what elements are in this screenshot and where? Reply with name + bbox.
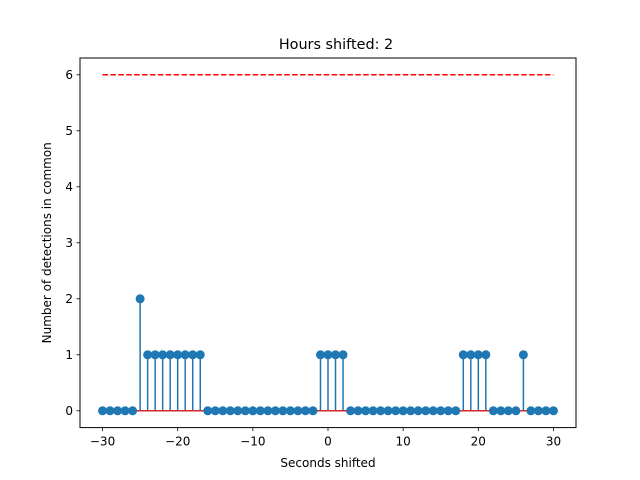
- chart-title: Hours shifted: 2: [279, 37, 393, 53]
- stem-marker: [195, 350, 205, 360]
- y-tick-label: 0: [65, 404, 73, 418]
- stem-marker: [421, 406, 431, 416]
- stem-marker: [451, 406, 461, 416]
- stem-marker: [255, 406, 265, 416]
- y-axis: 0 1 2 3 4 5 6: [65, 68, 80, 418]
- stem-marker: [541, 406, 551, 416]
- stem-marker: [548, 406, 558, 416]
- stem-marker: [398, 406, 408, 416]
- stem-marker: [391, 406, 401, 416]
- y-tick-label: 5: [65, 124, 73, 138]
- stem-marker: [481, 350, 491, 360]
- stem-marker: [511, 406, 521, 416]
- stem-marker: [443, 406, 453, 416]
- stem-marker: [203, 406, 213, 416]
- stem-marker: [346, 406, 356, 416]
- stem-marker: [135, 294, 145, 304]
- stem-marker: [488, 406, 498, 416]
- x-tick-label: 10: [396, 435, 411, 449]
- stem-marker: [278, 406, 288, 416]
- y-axis-label: Number of detections in common: [40, 142, 54, 343]
- stem-marker: [143, 350, 153, 360]
- x-tick-label: 20: [471, 435, 486, 449]
- stem-marker: [383, 406, 393, 416]
- stem-marker: [406, 406, 416, 416]
- stem-marker: [323, 350, 333, 360]
- y-tick-label: 6: [65, 68, 73, 82]
- stem-marker: [270, 406, 280, 416]
- x-tick-label: 0: [324, 435, 332, 449]
- stem-marker: [225, 406, 235, 416]
- stem-marker: [518, 350, 528, 360]
- stem-marker: [233, 406, 243, 416]
- stem-marker: [353, 406, 363, 416]
- y-tick-label: 2: [65, 292, 73, 306]
- stem-marker: [533, 406, 543, 416]
- stem-marker: [120, 406, 130, 416]
- stem-marker: [98, 406, 108, 416]
- stem-marker: [105, 406, 115, 416]
- stem-marker: [526, 406, 536, 416]
- stem-marker: [458, 350, 468, 360]
- stem-marker: [128, 406, 138, 416]
- stem-marker: [315, 350, 325, 360]
- stem-marker: [188, 350, 198, 360]
- stem-marker: [361, 406, 371, 416]
- stem-marker: [263, 406, 273, 416]
- stem-marker: [158, 350, 168, 360]
- x-tick-label: 30: [546, 435, 561, 449]
- stem-marker: [173, 350, 183, 360]
- stem-marker: [503, 406, 513, 416]
- stem-marker: [428, 406, 438, 416]
- stem-marker: [338, 350, 348, 360]
- stem-marker: [368, 406, 378, 416]
- x-axis: −30 −20 −10 0 10 20 30: [90, 427, 561, 449]
- y-tick-label: 4: [65, 180, 73, 194]
- x-axis-label: Seconds shifted: [280, 456, 375, 470]
- stem-marker: [218, 406, 228, 416]
- x-tick-label: −30: [90, 435, 115, 449]
- plot-marks: [98, 74, 558, 416]
- stem-marker: [331, 350, 341, 360]
- stem-marker: [436, 406, 446, 416]
- stem-marker: [300, 406, 310, 416]
- y-tick-label: 3: [65, 236, 73, 250]
- stem-marker: [308, 406, 318, 416]
- stem-marker: [165, 350, 175, 360]
- x-tick-label: −20: [165, 435, 190, 449]
- stem-marker: [180, 350, 190, 360]
- y-tick-label: 1: [65, 348, 73, 362]
- stem-marker: [293, 406, 303, 416]
- stem-marker: [240, 406, 250, 416]
- stem-marker: [285, 406, 295, 416]
- stem-marker: [413, 406, 423, 416]
- stem-marker: [473, 350, 483, 360]
- stem-marker: [210, 406, 220, 416]
- x-tick-label: −10: [240, 435, 265, 449]
- stem-marker: [113, 406, 123, 416]
- stem-marker: [150, 350, 160, 360]
- stem-marker: [496, 406, 506, 416]
- stem-marker: [466, 350, 476, 360]
- stem-marker: [376, 406, 386, 416]
- stem-marker: [248, 406, 258, 416]
